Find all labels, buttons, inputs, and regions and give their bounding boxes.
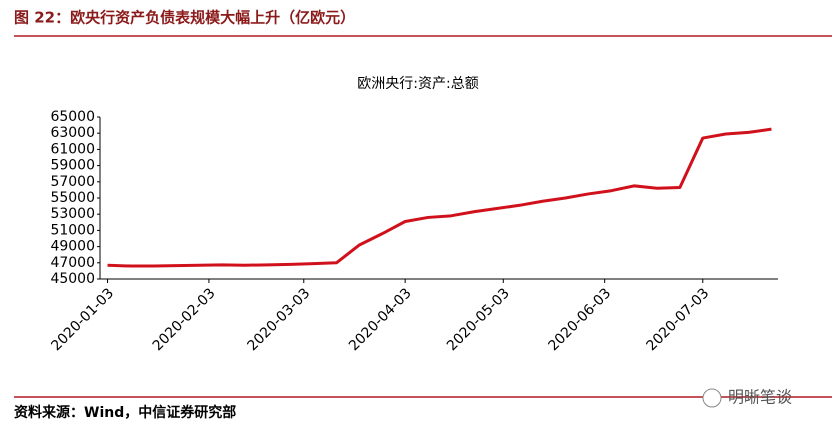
y-tick-label: 57000	[50, 174, 95, 190]
header-title: 图 22：欧央行资产负债表规模大幅上升（亿欧元）	[14, 9, 355, 27]
chart-title: 欧洲央行:资产:总额	[357, 76, 478, 92]
x-tick-label: 2020-06-03	[545, 285, 614, 354]
y-tick-label: 59000	[50, 158, 95, 174]
x-tick-label: 2020-05-03	[444, 285, 513, 354]
x-tick-label: 2020-04-03	[346, 285, 415, 354]
x-tick-label: 2020-01-03	[48, 285, 117, 354]
y-tick-label: 63000	[50, 125, 95, 141]
y-tick-label: 47000	[50, 255, 95, 271]
source: 资料来源：Wind，中信证券研究部	[14, 404, 236, 421]
y-tick-label: 55000	[50, 190, 95, 206]
series-line	[107, 127, 772, 268]
y-tick-label: 45000	[50, 271, 95, 287]
watermark-icon	[702, 388, 722, 408]
x-tick-label: 2020-02-03	[150, 285, 219, 354]
y-tick-label: 49000	[50, 239, 95, 255]
y-tick-label: 65000	[50, 109, 95, 125]
x-tick-label: 2020-03-03	[245, 285, 314, 354]
y-tick-label: 53000	[50, 206, 95, 222]
y-tick-label: 61000	[50, 141, 95, 157]
x-tick-label: 2020-07-03	[644, 285, 713, 354]
watermark: 明晰笔谈	[728, 388, 792, 407]
y-tick-label: 51000	[50, 222, 95, 238]
